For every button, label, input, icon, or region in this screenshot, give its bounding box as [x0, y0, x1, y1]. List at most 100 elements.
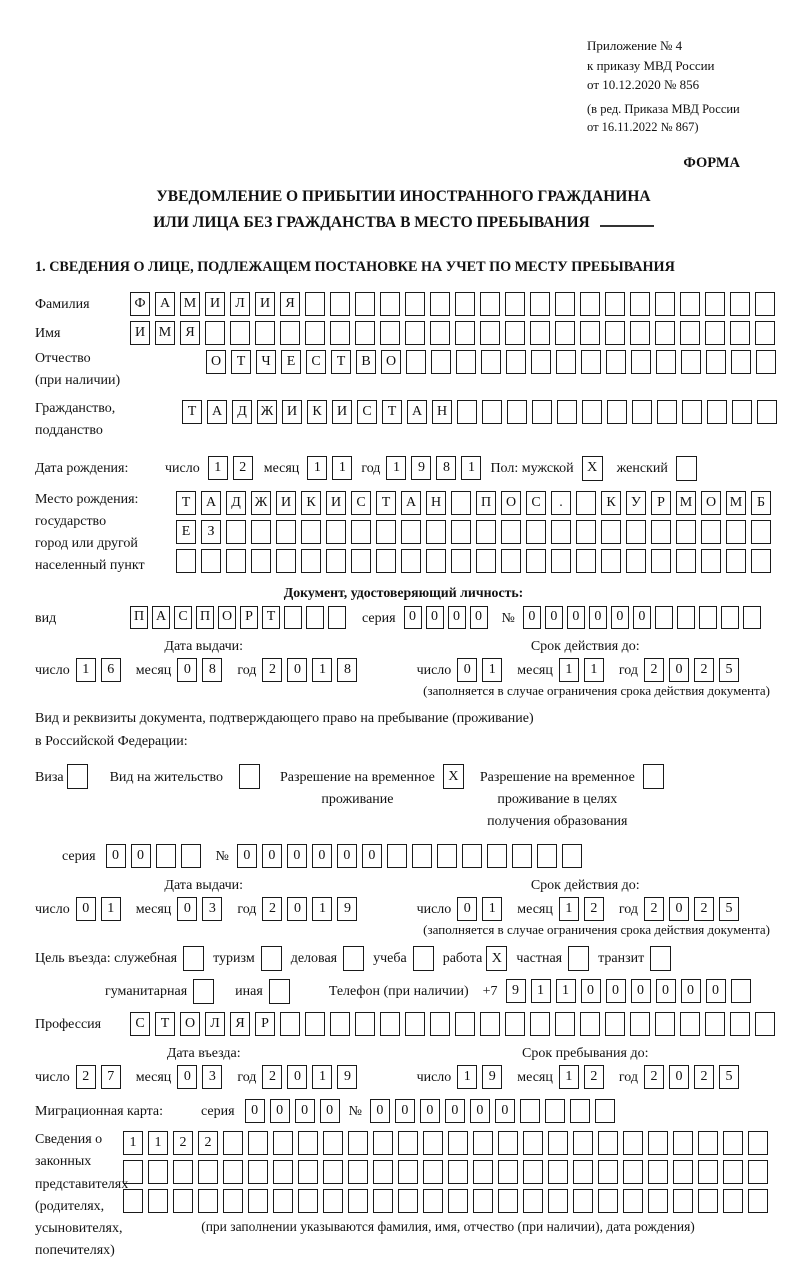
char-cell[interactable]: 0: [287, 657, 308, 682]
char-cell[interactable]: [632, 399, 652, 424]
char-cell[interactable]: [328, 605, 346, 629]
char-cell[interactable]: [623, 1160, 643, 1185]
char-cell[interactable]: 0: [469, 605, 488, 629]
char-cell[interactable]: [623, 1189, 643, 1214]
char-cell[interactable]: [755, 321, 775, 346]
purpose-private-checkbox[interactable]: [568, 946, 590, 972]
char-cell[interactable]: 0: [469, 1099, 490, 1124]
char-cell[interactable]: 2: [198, 1131, 218, 1156]
char-cell[interactable]: [519, 1099, 540, 1124]
char-cell[interactable]: [226, 548, 246, 573]
char-cell[interactable]: 0: [361, 844, 382, 869]
char-cell[interactable]: [526, 548, 546, 573]
sex-male-checkbox[interactable]: X: [581, 455, 603, 481]
char-cell[interactable]: [448, 1189, 468, 1214]
char-cell[interactable]: Д: [226, 490, 246, 515]
char-cell[interactable]: [526, 519, 546, 544]
char-cell[interactable]: [506, 350, 526, 375]
char-cell[interactable]: [536, 844, 557, 869]
temp-residence-edu-checkbox[interactable]: [642, 764, 664, 790]
char-cell[interactable]: [676, 605, 695, 629]
char-cell[interactable]: 2: [583, 1065, 604, 1090]
char-cell[interactable]: С: [306, 350, 326, 375]
char-cell[interactable]: 0: [294, 1099, 315, 1124]
char-cell[interactable]: 0: [457, 897, 478, 922]
char-cell[interactable]: 9: [337, 897, 358, 922]
char-cell[interactable]: [284, 605, 302, 629]
char-cell[interactable]: [555, 1012, 575, 1037]
char-cell[interactable]: [580, 292, 600, 317]
char-cell[interactable]: 9: [505, 979, 526, 1004]
char-cell[interactable]: 9: [337, 1065, 358, 1090]
char-cell[interactable]: [723, 1189, 743, 1214]
char-cell[interactable]: Р: [651, 490, 671, 515]
char-cell[interactable]: [730, 979, 751, 1004]
char-cell[interactable]: 2: [262, 1065, 283, 1090]
char-cell[interactable]: [473, 1189, 493, 1214]
char-cell[interactable]: [523, 1160, 543, 1185]
char-cell[interactable]: [756, 350, 776, 375]
char-cell[interactable]: [556, 350, 576, 375]
char-cell[interactable]: [405, 321, 425, 346]
purpose-transit-checkbox[interactable]: [650, 946, 672, 972]
char-cell[interactable]: [680, 292, 700, 317]
purpose-humanitarian-checkbox[interactable]: [193, 979, 215, 1005]
char-cell[interactable]: В: [356, 350, 376, 375]
char-cell[interactable]: 0: [580, 979, 601, 1004]
char-cell[interactable]: 0: [588, 605, 607, 629]
char-cell[interactable]: [306, 605, 324, 629]
char-cell[interactable]: [498, 1189, 518, 1214]
char-cell[interactable]: [457, 399, 477, 424]
char-cell[interactable]: [273, 1189, 293, 1214]
char-cell[interactable]: [486, 844, 507, 869]
char-cell[interactable]: [430, 292, 450, 317]
char-cell[interactable]: [273, 1160, 293, 1185]
char-cell[interactable]: [626, 548, 646, 573]
char-cell[interactable]: [501, 548, 521, 573]
char-cell[interactable]: И: [255, 292, 275, 317]
char-cell[interactable]: [251, 548, 271, 573]
purpose-business-checkbox[interactable]: [343, 946, 365, 972]
char-cell[interactable]: И: [332, 399, 352, 424]
char-cell[interactable]: С: [351, 490, 371, 515]
char-cell[interactable]: [198, 1160, 218, 1185]
char-cell[interactable]: [430, 321, 450, 346]
char-cell[interactable]: 0: [369, 1099, 390, 1124]
temp-residence-checkbox[interactable]: X: [442, 764, 464, 790]
char-cell[interactable]: [323, 1131, 343, 1156]
char-cell[interactable]: 2: [75, 1065, 96, 1090]
char-cell[interactable]: М: [180, 292, 200, 317]
char-cell[interactable]: [682, 399, 702, 424]
char-cell[interactable]: О: [206, 350, 226, 375]
char-cell[interactable]: [648, 1131, 668, 1156]
purpose-work-checkbox[interactable]: X: [486, 946, 508, 972]
char-cell[interactable]: [555, 321, 575, 346]
char-cell[interactable]: [423, 1160, 443, 1185]
char-cell[interactable]: 0: [680, 979, 701, 1004]
char-cell[interactable]: 0: [244, 1099, 265, 1124]
char-cell[interactable]: Т: [382, 399, 402, 424]
char-cell[interactable]: 0: [177, 1065, 198, 1090]
char-cell[interactable]: 1: [312, 657, 333, 682]
char-cell[interactable]: [730, 321, 750, 346]
char-cell[interactable]: [757, 399, 777, 424]
char-cell[interactable]: 0: [287, 1065, 308, 1090]
char-cell[interactable]: 0: [457, 657, 478, 682]
char-cell[interactable]: 9: [411, 455, 432, 480]
char-cell[interactable]: И: [326, 490, 346, 515]
char-cell[interactable]: [681, 350, 701, 375]
char-cell[interactable]: 2: [262, 897, 283, 922]
char-cell[interactable]: 1: [123, 1131, 143, 1156]
char-cell[interactable]: [330, 1012, 350, 1037]
char-cell[interactable]: [430, 1012, 450, 1037]
char-cell[interactable]: 1: [148, 1131, 168, 1156]
char-cell[interactable]: [348, 1160, 368, 1185]
char-cell[interactable]: 5: [719, 657, 739, 682]
char-cell[interactable]: [623, 1131, 643, 1156]
char-cell[interactable]: [523, 1189, 543, 1214]
char-cell[interactable]: [401, 548, 421, 573]
residence-permit-checkbox[interactable]: [238, 764, 260, 790]
char-cell[interactable]: 1: [332, 455, 353, 480]
char-cell[interactable]: [398, 1131, 418, 1156]
char-cell[interactable]: [657, 399, 677, 424]
